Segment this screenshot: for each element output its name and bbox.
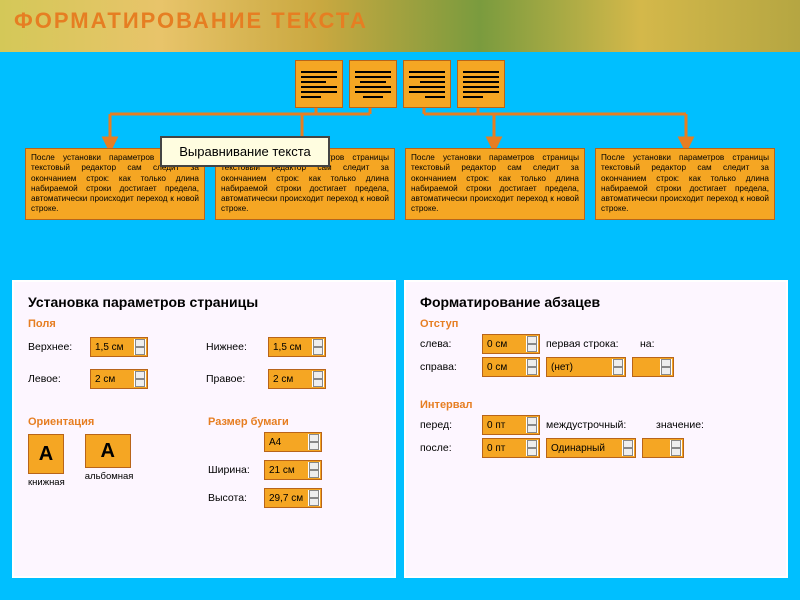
indent-right-spinner[interactable]: 0 см xyxy=(482,357,540,377)
before-spinner[interactable]: 0 пт xyxy=(482,415,540,435)
orientation-label: Ориентация xyxy=(28,416,200,428)
description-row: После установки параметров страницы текс… xyxy=(0,148,800,220)
panel2-title: Форматирование абзацев xyxy=(420,294,772,310)
desc-box-4: После установки параметров страницы текс… xyxy=(595,148,775,220)
paper-size-label: Размер бумаги xyxy=(208,416,380,428)
align-left-icon[interactable] xyxy=(295,60,343,108)
format-spinner[interactable]: A4 xyxy=(264,432,322,452)
desc-box-3: После установки параметров страницы текс… xyxy=(405,148,585,220)
on-label: на: xyxy=(640,338,655,350)
after-spinner[interactable]: 0 пт xyxy=(482,438,540,458)
right-spinner[interactable]: 2 см xyxy=(268,369,326,389)
align-justify-icon[interactable] xyxy=(457,60,505,108)
firstline-spinner[interactable]: (нет) xyxy=(546,357,626,377)
connector-arrows xyxy=(0,108,800,150)
before-label: перед: xyxy=(420,419,482,431)
top-spinner[interactable]: 1,5 см xyxy=(90,337,148,357)
panel1-title: Установка параметров страницы xyxy=(28,294,380,310)
right-label: Правое: xyxy=(206,373,268,385)
value-label: значение: xyxy=(656,419,704,431)
line-value-spinner[interactable] xyxy=(642,438,684,458)
firstline-label: первая строка: xyxy=(546,338,640,350)
top-label: Верхнее: xyxy=(28,341,90,353)
page-title: ФОРМАТИРОВАНИЕ ТЕКСТА xyxy=(14,8,368,34)
left-spinner[interactable]: 2 см xyxy=(90,369,148,389)
bottom-label: Нижнее: xyxy=(206,341,268,353)
interval-section-label: Интервал xyxy=(420,399,772,411)
line-spacing-label: междустрочный: xyxy=(546,419,656,431)
paragraph-format-panel: Форматирование абзацев Отступ слева: 0 с… xyxy=(404,280,788,578)
indent-right-label: справа: xyxy=(420,361,482,373)
align-right-icon[interactable] xyxy=(403,60,451,108)
align-center-icon[interactable] xyxy=(349,60,397,108)
indent-section-label: Отступ xyxy=(420,318,772,330)
callout-alignment: Выравнивание текста xyxy=(160,136,330,167)
page-params-panel: Установка параметров страницы Поля Верхн… xyxy=(12,280,396,578)
alignment-icons-row xyxy=(0,60,800,108)
orientation-portrait[interactable]: Акнижная xyxy=(28,434,65,488)
indent-left-label: слева: xyxy=(420,338,482,350)
height-spinner[interactable]: 29,7 см xyxy=(264,488,322,508)
width-label: Ширина: xyxy=(208,464,264,476)
firstline-value-spinner[interactable] xyxy=(632,357,674,377)
fields-section-label: Поля xyxy=(28,318,380,330)
width-spinner[interactable]: 21 см xyxy=(264,460,322,480)
bottom-spinner[interactable]: 1,5 см xyxy=(268,337,326,357)
indent-left-spinner[interactable]: 0 см xyxy=(482,334,540,354)
orientation-landscape[interactable]: Аальбомная xyxy=(85,434,134,488)
after-label: после: xyxy=(420,442,482,454)
left-label: Левое: xyxy=(28,373,90,385)
line-spacing-spinner[interactable]: Одинарный xyxy=(546,438,636,458)
height-label: Высота: xyxy=(208,492,264,504)
